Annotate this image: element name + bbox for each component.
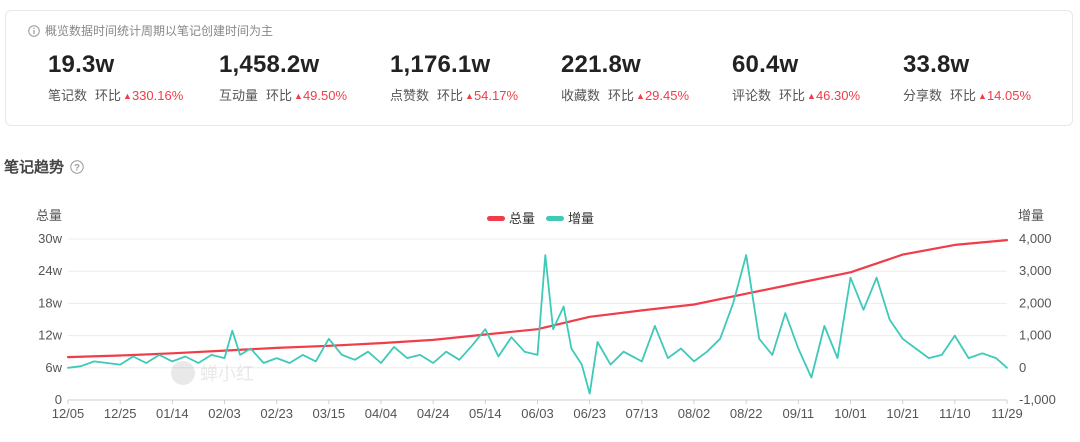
legend-swatch — [546, 216, 564, 221]
metric-change: 46.30% — [815, 88, 861, 103]
metric-label: 点赞数 — [390, 88, 430, 103]
metric-card: 33.8w 分享数 环比 ▲14.05% — [903, 51, 1031, 104]
section-title-text: 笔记趋势 — [4, 159, 65, 176]
metric-sub: 点赞数 环比 ▲54.17% — [390, 85, 518, 104]
info-icon — [28, 24, 40, 37]
metric-compare-label: 环比 — [95, 88, 122, 103]
left-tick-label: 6w — [45, 360, 62, 375]
metric-card: 19.3w 笔记数 环比 ▲330.16% — [48, 51, 183, 104]
metric-sub: 互动量 环比 ▲49.50% — [219, 85, 347, 104]
help-icon[interactable]: ? — [70, 159, 84, 174]
left-tick-label: 18w — [38, 295, 62, 310]
x-tick-label: 08/02 — [678, 406, 711, 421]
x-tick-label: 04/24 — [417, 406, 450, 421]
x-tick-label: 09/11 — [783, 406, 815, 421]
x-tick-label: 10/01 — [834, 406, 867, 421]
x-tick-label: 11/10 — [939, 406, 971, 421]
watermark: 蝉小红 — [171, 361, 254, 385]
right-tick-label: 1,000 — [1019, 328, 1052, 343]
x-tick-label: 08/22 — [730, 406, 763, 421]
x-tick-label: 04/04 — [365, 406, 398, 421]
x-tick-label: 12/25 — [104, 406, 137, 421]
x-tick-label: 02/03 — [208, 406, 241, 421]
x-tick-label: 06/03 — [521, 406, 554, 421]
metric-sub: 分享数 环比 ▲14.05% — [903, 85, 1031, 104]
svg-text:?: ? — [74, 162, 80, 173]
metric-label: 互动量 — [219, 88, 259, 103]
metric-compare-label: 环比 — [437, 88, 464, 103]
x-tick-label: 06/23 — [573, 406, 606, 421]
right-tick-label: -1,000 — [1019, 392, 1056, 407]
arrow-up-icon: ▲ — [123, 91, 132, 101]
summary-note-text: 概览数据时间统计周期以笔记创建时间为主 — [45, 24, 274, 38]
metric-card: 1,458.2w 互动量 环比 ▲49.50% — [219, 51, 347, 104]
summary-note: 概览数据时间统计周期以笔记创建时间为主 — [28, 22, 273, 39]
metric-value: 1,458.2w — [219, 51, 320, 78]
right-axis-title: 增量 — [1018, 208, 1044, 223]
metric-label: 分享数 — [903, 88, 943, 103]
metric-card: 1,176.1w 点赞数 环比 ▲54.17% — [390, 51, 518, 104]
metric-card: 60.4w 评论数 环比 ▲46.30% — [732, 51, 860, 104]
metric-compare-label: 环比 — [608, 88, 635, 103]
metric-change: 330.16% — [131, 88, 184, 103]
metric-value: 60.4w — [732, 51, 799, 78]
metric-compare-label: 环比 — [779, 88, 806, 103]
x-tick-label: 11/29 — [991, 406, 1023, 421]
x-tick-label: 03/15 — [313, 406, 346, 421]
x-tick-label: 02/23 — [260, 406, 293, 421]
left-tick-label: 0 — [55, 392, 62, 407]
metric-value: 33.8w — [903, 51, 970, 78]
arrow-up-icon: ▲ — [978, 91, 987, 101]
metric-change: 29.45% — [644, 88, 690, 103]
watermark-text: 蝉小红 — [200, 364, 254, 384]
metric-change: 49.50% — [302, 88, 348, 103]
x-tick-label: 10/21 — [886, 406, 919, 421]
left-tick-label: 30w — [38, 231, 62, 246]
metric-compare-label: 环比 — [950, 88, 977, 103]
right-tick-label: 0 — [1019, 360, 1026, 375]
arrow-up-icon: ▲ — [294, 91, 303, 101]
x-tick-label: 05/14 — [469, 406, 502, 421]
right-tick-label: 3,000 — [1019, 263, 1052, 278]
metric-change: 54.17% — [473, 88, 519, 103]
metric-value: 221.8w — [561, 51, 641, 78]
arrow-up-icon: ▲ — [636, 91, 645, 101]
metric-compare-label: 环比 — [266, 88, 293, 103]
metric-label: 笔记数 — [48, 88, 88, 103]
arrow-up-icon: ▲ — [465, 91, 474, 101]
left-tick-label: 12w — [38, 328, 62, 343]
metric-label: 评论数 — [732, 88, 772, 103]
legend-swatch — [487, 216, 505, 221]
x-tick-label: 07/13 — [626, 406, 659, 421]
metric-sub: 评论数 环比 ▲46.30% — [732, 85, 860, 104]
series-total-line — [66, 239, 1009, 359]
legend-label: 总量 — [509, 211, 535, 226]
left-tick-label: 24w — [38, 263, 62, 278]
x-tick-label: 01/14 — [156, 406, 189, 421]
watermark-logo-icon — [171, 361, 195, 385]
metric-sub: 收藏数 环比 ▲29.45% — [561, 85, 689, 104]
right-tick-label: 4,000 — [1019, 231, 1052, 246]
section-title: 笔记趋势 ? — [4, 156, 84, 177]
summary-panel: 概览数据时间统计周期以笔记创建时间为主 19.3w 笔记数 环比 ▲330.16% 1,… — [5, 10, 1073, 126]
legend-label: 增量 — [568, 211, 594, 226]
arrow-up-icon: ▲ — [807, 91, 816, 101]
series-increment-line — [67, 254, 1008, 395]
metric-label: 收藏数 — [561, 88, 601, 103]
metric-card: 221.8w 收藏数 环比 ▲29.45% — [561, 51, 689, 104]
metric-sub: 笔记数 环比 ▲330.16% — [48, 85, 183, 104]
metric-value: 19.3w — [48, 51, 115, 78]
left-axis-title: 总量 — [36, 208, 62, 223]
x-tick-label: 12/05 — [52, 406, 85, 421]
metric-change: 14.05% — [986, 88, 1032, 103]
metric-value: 1,176.1w — [390, 51, 491, 78]
right-tick-label: 2,000 — [1019, 295, 1052, 310]
